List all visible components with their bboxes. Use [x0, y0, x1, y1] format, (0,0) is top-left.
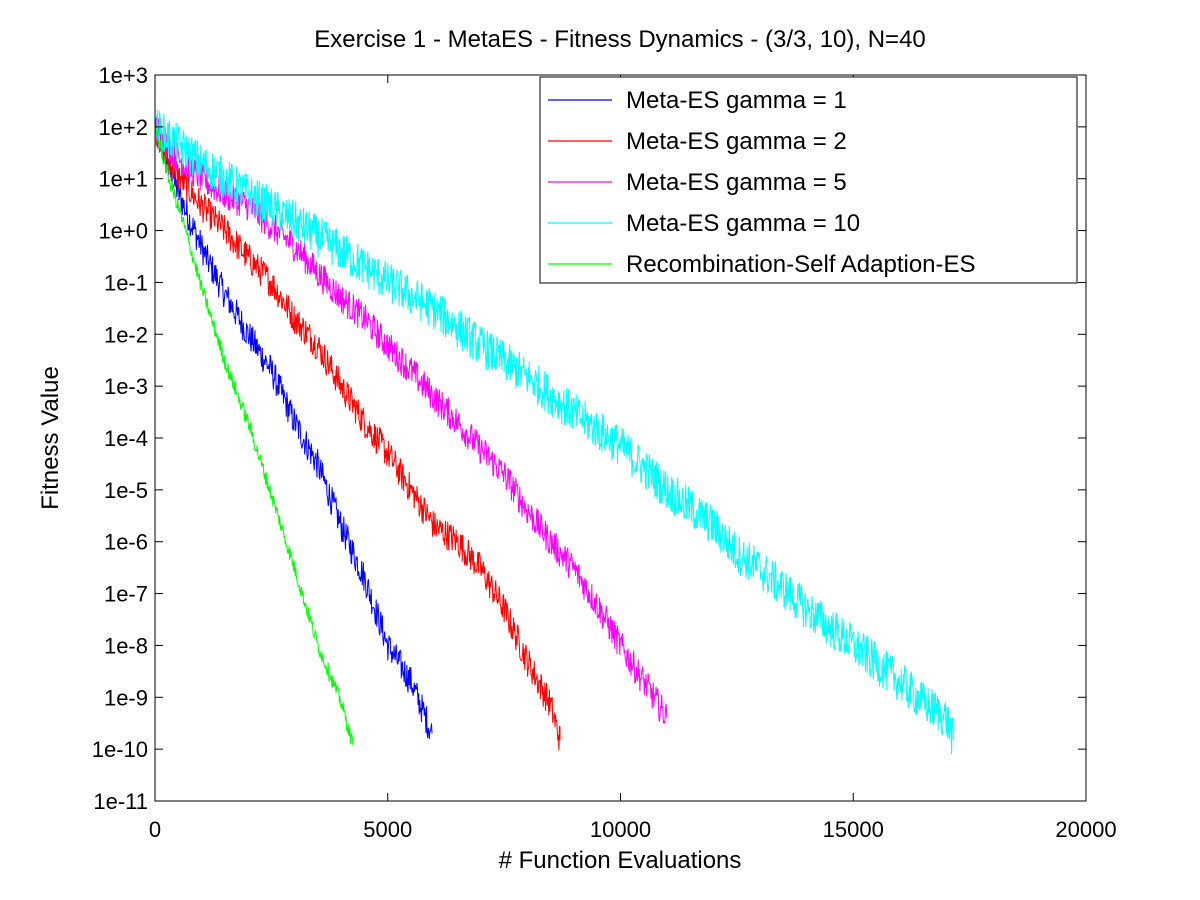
- x-axis-label: # Function Evaluations: [499, 847, 742, 874]
- y-tick-label: 1e-4: [104, 426, 148, 451]
- y-tick-label: 1e-7: [104, 582, 148, 607]
- y-tick-label: 1e+3: [98, 63, 148, 88]
- legend-box: [539, 76, 1078, 284]
- legend: Meta-ES gamma = 1 Meta-ES gamma = 2 Meta-E…: [539, 76, 1078, 284]
- series-line-5: [154, 126, 354, 746]
- series-layer: [154, 109, 954, 755]
- y-tick-label: 1e+0: [98, 219, 148, 244]
- y-tick-label: 1e+2: [98, 115, 148, 140]
- legend-label: Meta-ES gamma = 2: [626, 128, 847, 155]
- y-tick-label: 1e+1: [98, 167, 148, 192]
- legend-label: Meta-ES gamma = 10: [626, 210, 860, 237]
- legend-label: Meta-ES gamma = 5: [626, 169, 847, 196]
- y-axis-label: Fitness Value: [37, 366, 64, 510]
- series-line-1: [154, 116, 433, 740]
- x-tick-label: 20000: [1055, 817, 1116, 842]
- y-tick-label: 1e-2: [104, 322, 148, 347]
- y-tick-label: 1e-9: [104, 685, 148, 710]
- y-tick-label: 1e-10: [92, 737, 148, 762]
- x-tick-label: 10000: [590, 817, 651, 842]
- series-line-2: [154, 119, 561, 751]
- y-tick-label: 1e-3: [104, 374, 148, 399]
- y-tick-label: 1e-5: [104, 478, 148, 503]
- y-tick-label: 1e-11: [93, 789, 148, 814]
- legend-items: Meta-ES gamma = 1 Meta-ES gamma = 2 Meta-E…: [548, 87, 976, 278]
- y-tick-label: 1e-1: [104, 270, 148, 295]
- legend-label: Meta-ES gamma = 1: [626, 87, 847, 114]
- series-line-4: [154, 109, 954, 755]
- y-tick-label: 1e-6: [104, 530, 148, 555]
- x-tick-label: 0: [149, 817, 161, 842]
- ticks-layer: 0 5000 10000 15000 20000 1e+3 1e+2 1e+1 1e+0 1e-1…: [92, 63, 1117, 842]
- x-tick-label: 15000: [823, 817, 884, 842]
- chart-title: Exercise 1 - MetaES - Fitness Dynamics -…: [314, 26, 926, 53]
- y-tick-label: 1e-8: [104, 633, 148, 658]
- x-tick-label: 5000: [363, 817, 412, 842]
- legend-label: Recombination-Self Adaption-ES: [626, 251, 976, 278]
